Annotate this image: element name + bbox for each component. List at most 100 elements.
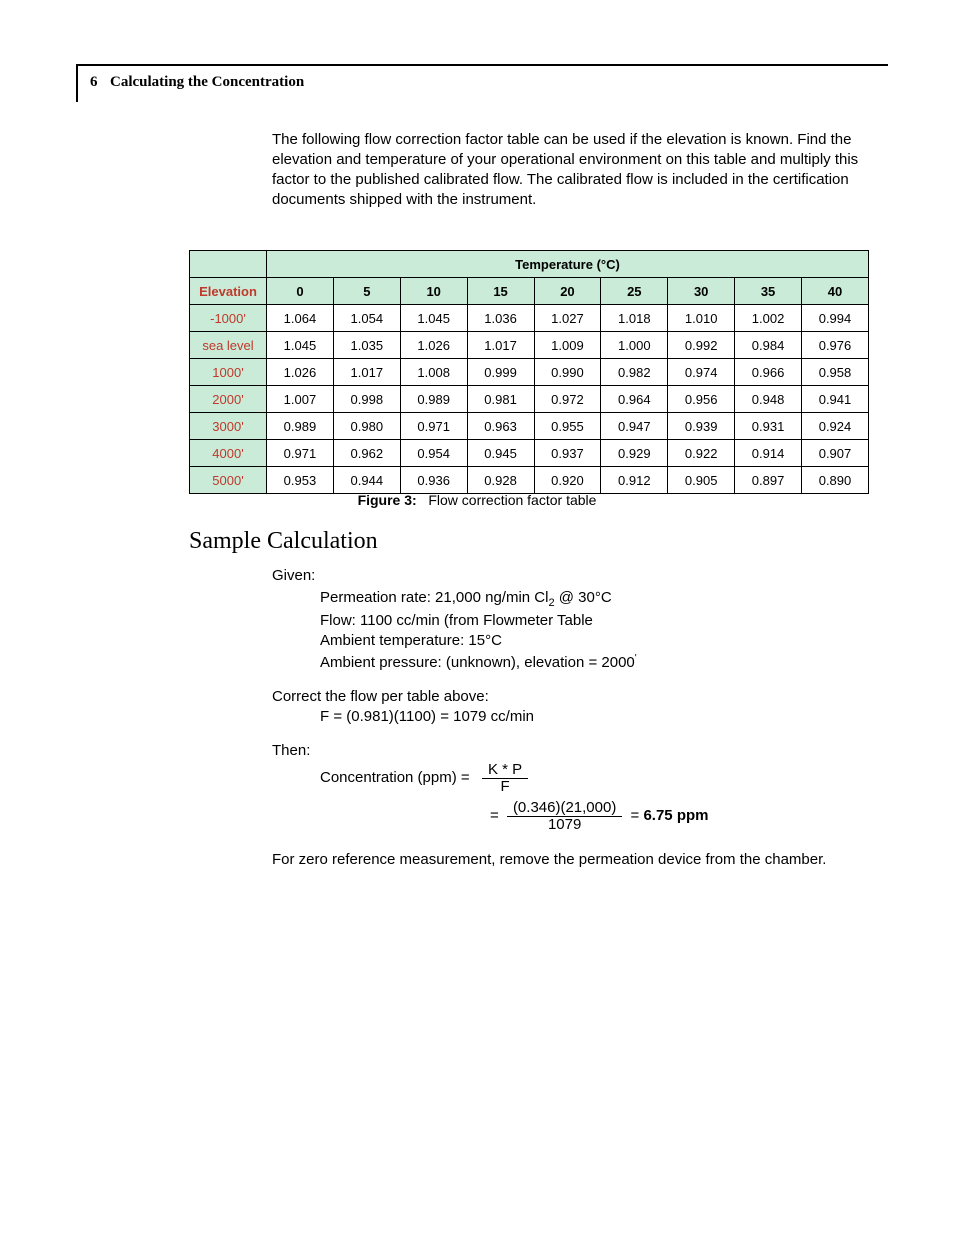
table-row: 1000' 1.026 1.017 1.008 0.999 0.990 0.98… [190, 359, 869, 386]
given-ambient-temp: Ambient temperature: 15°C [320, 631, 862, 651]
table-cell: 1.000 [601, 332, 668, 359]
concentration-label: Concentration (ppm) = [320, 768, 470, 788]
table-cell: 1.009 [534, 332, 601, 359]
flow-correction-table-wrap: Temperature (°C) Elevation 0 5 10 15 20 … [189, 250, 869, 494]
temp-col-6: 30 [668, 278, 735, 305]
table-cell: 1.007 [267, 386, 334, 413]
table-cell: 1.026 [400, 332, 467, 359]
elev-row-label: 2000' [190, 386, 267, 413]
table-cell: 0.963 [467, 413, 534, 440]
table-cell: 0.972 [534, 386, 601, 413]
table-cell: 0.939 [668, 413, 735, 440]
temp-col-5: 25 [601, 278, 668, 305]
table-row: sea level 1.045 1.035 1.026 1.017 1.009 … [190, 332, 869, 359]
page-number: 6 [90, 74, 98, 91]
table-cell: 0.936 [400, 467, 467, 494]
page: 6 Calculating the Concentration The foll… [0, 0, 954, 1235]
concentration-formula-2: = (0.346)(21,000) 1079 = 6.75 ppm [490, 800, 862, 834]
temp-col-3: 15 [467, 278, 534, 305]
table-cell: 0.922 [668, 440, 735, 467]
elev-row-label: 5000' [190, 467, 267, 494]
table-row: Elevation 0 5 10 15 20 25 30 35 40 [190, 278, 869, 305]
table-row: 2000' 1.007 0.998 0.989 0.981 0.972 0.96… [190, 386, 869, 413]
table-cell: 0.989 [267, 413, 334, 440]
temperature-header: Temperature (°C) [267, 251, 869, 278]
elev-row-label: sea level [190, 332, 267, 359]
elev-row-label: 3000' [190, 413, 267, 440]
then-label: Then: [272, 741, 862, 761]
table-cell: 0.976 [802, 332, 869, 359]
table-cell: 0.937 [534, 440, 601, 467]
intro-paragraph: The following flow correction factor tab… [272, 130, 862, 210]
sample-calculation-body: Given: Permeation rate: 21,000 ng/min Cl… [272, 566, 862, 870]
table-cell: 0.999 [467, 359, 534, 386]
table-cell: 0.947 [601, 413, 668, 440]
table-cell: 1.054 [333, 305, 400, 332]
table-cell: 0.981 [467, 386, 534, 413]
sample-calculation-heading: Sample Calculation [189, 528, 378, 555]
zero-reference-note: For zero reference measurement, remove t… [272, 850, 862, 870]
equals-sign: = [490, 806, 503, 826]
table-cell: 0.948 [735, 386, 802, 413]
result-value: 6.75 ppm [643, 806, 708, 826]
elev-row-label: 1000' [190, 359, 267, 386]
table-cell: 0.905 [668, 467, 735, 494]
table-cell: 0.982 [601, 359, 668, 386]
table-cell: 1.045 [400, 305, 467, 332]
table-cell: 1.018 [601, 305, 668, 332]
table-cell: 0.971 [400, 413, 467, 440]
given-permeation-tail: @ 30°C [555, 589, 612, 606]
table-cell: 0.984 [735, 332, 802, 359]
table-cell: 0.929 [601, 440, 668, 467]
table-cell: 1.010 [668, 305, 735, 332]
table-cell: 0.955 [534, 413, 601, 440]
table-cell: 1.002 [735, 305, 802, 332]
given-permeation: Permeation rate: 21,000 ng/min Cl2 @ 30°… [320, 588, 862, 611]
table-cell: 1.017 [333, 359, 400, 386]
figure-label: Figure 3: [358, 492, 417, 508]
table-cell: 0.958 [802, 359, 869, 386]
prime-mark: ' [635, 653, 637, 664]
given-permeation-text: Permeation rate: 21,000 ng/min Cl [320, 589, 548, 606]
table-row: Temperature (°C) [190, 251, 869, 278]
table-cell: 0.920 [534, 467, 601, 494]
temp-col-0: 0 [267, 278, 334, 305]
elev-row-label: 4000' [190, 440, 267, 467]
table-cell: 1.064 [267, 305, 334, 332]
table-cell: 0.989 [400, 386, 467, 413]
table-cell: 0.897 [735, 467, 802, 494]
table-cell: 0.974 [668, 359, 735, 386]
temp-col-8: 40 [802, 278, 869, 305]
given-ambient-pressure-text: Ambient pressure: (unknown), elevation =… [320, 654, 635, 671]
flow-correction-table: Temperature (°C) Elevation 0 5 10 15 20 … [189, 250, 869, 494]
given-ambient-pressure: Ambient pressure: (unknown), elevation =… [320, 652, 862, 673]
table-cell: 0.890 [802, 467, 869, 494]
table-cell: 0.928 [467, 467, 534, 494]
table-cell: 0.980 [333, 413, 400, 440]
table-cell: 0.944 [333, 467, 400, 494]
table-cell: 0.998 [333, 386, 400, 413]
table-cell: 0.941 [802, 386, 869, 413]
table-cell: 0.954 [400, 440, 467, 467]
temp-col-4: 20 [534, 278, 601, 305]
correct-flow-label: Correct the flow per table above: [272, 687, 862, 707]
table-cell: 1.027 [534, 305, 601, 332]
table-cell: 0.945 [467, 440, 534, 467]
table-cell: 0.992 [668, 332, 735, 359]
fraction-denominator: 1079 [542, 817, 587, 834]
table-cell: 0.912 [601, 467, 668, 494]
table-cell: 0.956 [668, 386, 735, 413]
table-cell: 1.035 [333, 332, 400, 359]
header-section-title: Calculating the Concentration [110, 74, 304, 91]
table-cell: 0.964 [601, 386, 668, 413]
fraction-numerator: K * P [482, 762, 528, 780]
table-cell: 0.962 [333, 440, 400, 467]
table-cell: 0.971 [267, 440, 334, 467]
temp-col-7: 35 [735, 278, 802, 305]
table-cell: 1.026 [267, 359, 334, 386]
table-row: -1000' 1.064 1.054 1.045 1.036 1.027 1.0… [190, 305, 869, 332]
table-cell: 1.008 [400, 359, 467, 386]
table-cell: 0.990 [534, 359, 601, 386]
fraction-numeric: (0.346)(21,000) 1079 [507, 800, 622, 834]
table-cell: 0.966 [735, 359, 802, 386]
